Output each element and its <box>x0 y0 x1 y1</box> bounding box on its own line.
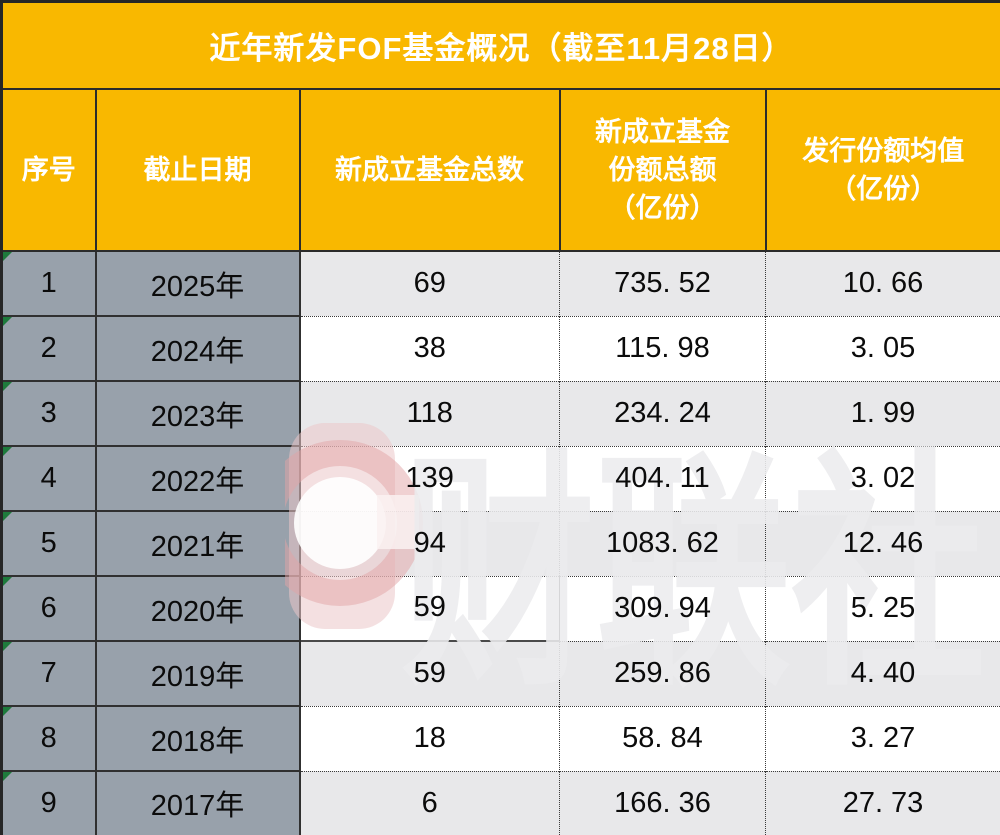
cell-date: 2021年 <box>94 510 301 577</box>
cell-count: 38 <box>298 315 560 381</box>
col-header-fund-count: 新成立基金总数 <box>298 88 561 252</box>
cell-avg: 4. 40 <box>764 640 1000 706</box>
cell-date: 2018年 <box>94 705 301 772</box>
error-flag-icon <box>3 707 12 716</box>
cell-index: 6 <box>0 575 97 642</box>
cell-total: 166. 36 <box>559 770 766 835</box>
cell-total: 404. 11 <box>559 445 766 511</box>
cell-count: 18 <box>298 705 560 771</box>
table-row: 8 2018年 18 58. 84 3. 27 <box>0 705 1000 772</box>
cell-index: 4 <box>0 445 97 512</box>
cell-count: 59 <box>298 640 560 706</box>
cell-date: 2024年 <box>94 315 301 382</box>
table-row: 9 2017年 6 166. 36 27. 73 <box>0 770 1000 835</box>
cell-avg: 3. 27 <box>764 705 1000 771</box>
error-flag-icon <box>3 642 12 651</box>
cell-total: 259. 86 <box>559 640 766 706</box>
cell-avg: 27. 73 <box>764 770 1000 835</box>
cell-total: 115. 98 <box>559 315 766 381</box>
cell-count: 94 <box>298 510 560 576</box>
cell-total: 58. 84 <box>559 705 766 771</box>
cell-date: 2019年 <box>94 640 301 707</box>
cell-index: 8 <box>0 705 97 772</box>
cell-count: 118 <box>298 380 560 446</box>
cell-index: 9 <box>0 770 97 835</box>
cell-total: 735. 52 <box>559 250 766 316</box>
cell-index: 7 <box>0 640 97 707</box>
table-row: 7 2019年 59 259. 86 4. 40 <box>0 640 1000 707</box>
cell-index: 5 <box>0 510 97 577</box>
cell-total: 1083. 62 <box>559 510 766 576</box>
cell-date: 2022年 <box>94 445 301 512</box>
table-row: 2 2024年 38 115. 98 3. 05 <box>0 315 1000 382</box>
error-flag-icon <box>3 772 12 781</box>
error-flag-icon <box>3 382 12 391</box>
cell-index: 2 <box>0 315 97 382</box>
cell-date: 2020年 <box>94 575 301 642</box>
cell-avg: 12. 46 <box>764 510 1000 576</box>
cell-count: 6 <box>298 770 560 835</box>
table-row: 5 2021年 94 1083. 62 12. 46 <box>0 510 1000 577</box>
cell-date: 2023年 <box>94 380 301 447</box>
page-title: 近年新发FOF基金概况（截至11月28日） <box>1 1 1000 90</box>
col-header-index: 序号 <box>0 88 97 252</box>
col-header-total-shares: 新成立基金 份额总额 （亿份） <box>558 88 767 252</box>
error-flag-icon <box>3 317 12 326</box>
cell-date: 2017年 <box>94 770 301 835</box>
cell-count-edited: 59 <box>298 575 560 642</box>
cell-total: 234. 24 <box>559 380 766 446</box>
table-row: 4 2022年 139 404. 11 3. 02 <box>0 445 1000 512</box>
cell-count: 139 <box>298 445 560 511</box>
title-row: 近年新发FOF基金概况（截至11月28日） <box>1 1 1000 90</box>
error-flag-icon <box>3 577 12 586</box>
col-header-cutoff-date: 截止日期 <box>94 88 301 252</box>
cell-avg: 5. 25 <box>764 575 1000 641</box>
header-row: 序号 截止日期 新成立基金总数 新成立基金 份额总额 （亿份） 发行份额均值 （… <box>0 88 1000 252</box>
error-flag-icon <box>3 252 12 261</box>
cell-date: 2025年 <box>94 250 301 317</box>
cell-count: 69 <box>298 250 560 316</box>
table-row: 1 2025年 69 735. 52 10. 66 <box>0 250 1000 317</box>
cell-total: 309. 94 <box>559 575 766 641</box>
cell-avg: 3. 05 <box>764 315 1000 381</box>
cell-index: 1 <box>0 250 97 317</box>
col-header-avg-shares: 发行份额均值 （亿份） <box>764 88 1000 252</box>
error-flag-icon <box>3 447 12 456</box>
error-flag-icon <box>3 512 12 521</box>
table-row: 3 2023年 118 234. 24 1. 99 <box>0 380 1000 447</box>
cell-avg: 1. 99 <box>764 380 1000 446</box>
cell-avg: 10. 66 <box>764 250 1000 316</box>
cell-index: 3 <box>0 380 97 447</box>
table-row: 6 2020年 59 309. 94 5. 25 <box>0 575 1000 642</box>
cell-avg: 3. 02 <box>764 445 1000 511</box>
